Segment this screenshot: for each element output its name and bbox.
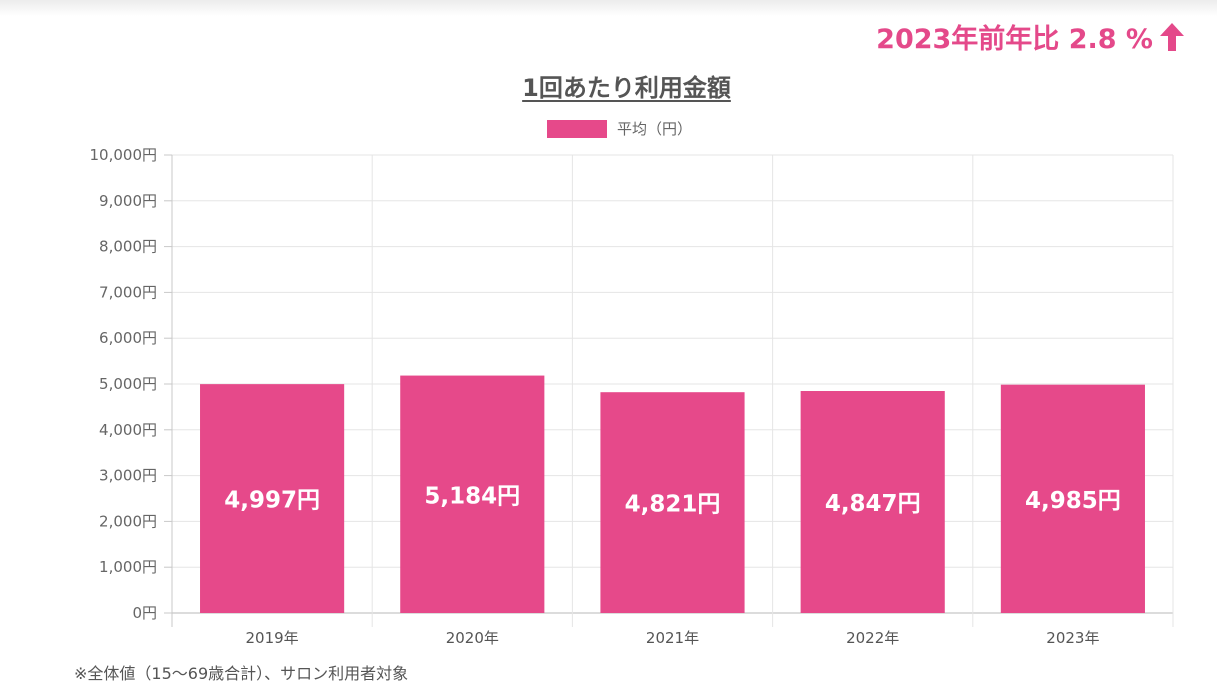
bar-value-label: 4,997円 bbox=[224, 488, 320, 514]
y-tick-label: 4,000円 bbox=[99, 421, 157, 439]
x-tick-label: 2019年 bbox=[246, 629, 299, 647]
legend-swatch bbox=[547, 119, 607, 138]
bar bbox=[400, 375, 545, 613]
yoy-label: 2023年前年比 2.8 % bbox=[876, 24, 1153, 55]
y-tick-label: 6,000円 bbox=[99, 329, 157, 347]
bar-value-label: 4,821円 bbox=[625, 492, 721, 518]
chart-legend[interactable]: 平均（円） bbox=[547, 118, 692, 139]
footnote: ※全体値（15〜69歳合計）、サロン利用者対象 bbox=[74, 664, 409, 683]
y-tick-label: 1,000円 bbox=[99, 558, 157, 576]
bar-chart: 0円 1,000円 2,000円 3,000円 4,000円 5,000円 6,000円 7,… bbox=[90, 146, 1174, 647]
chart-title: 1回あたり利用金額 bbox=[522, 74, 731, 102]
arrow-up-icon bbox=[1160, 22, 1184, 51]
y-tick-label: 3,000円 bbox=[99, 467, 157, 485]
bar-value-label: 4,985円 bbox=[1025, 488, 1121, 514]
y-tick-label: 5,000円 bbox=[99, 375, 157, 393]
x-tick-label: 2022年 bbox=[846, 629, 899, 647]
y-tick-label: 9,000円 bbox=[99, 192, 157, 210]
bar-value-label: 4,847円 bbox=[825, 491, 921, 517]
bar bbox=[200, 384, 345, 613]
x-tick-label: 2021年 bbox=[646, 629, 699, 647]
yoy-indicator: 2023年前年比 2.8 % bbox=[876, 17, 1185, 56]
x-tick-label: 2023年 bbox=[1046, 629, 1099, 647]
y-tick-label: 8,000円 bbox=[99, 238, 157, 256]
bar bbox=[800, 391, 945, 613]
y-tick-label: 10,000円 bbox=[90, 146, 158, 164]
bar bbox=[1000, 384, 1145, 613]
y-tick-label: 0円 bbox=[132, 604, 157, 622]
y-tick-label: 2,000円 bbox=[99, 512, 157, 530]
y-tick-label: 7,000円 bbox=[99, 283, 157, 301]
bar-value-label: 5,184円 bbox=[424, 483, 520, 509]
bar bbox=[600, 392, 745, 613]
legend-label: 平均（円） bbox=[617, 120, 693, 138]
x-tick-label: 2020年 bbox=[446, 629, 499, 647]
top-shade bbox=[0, 0, 1217, 16]
